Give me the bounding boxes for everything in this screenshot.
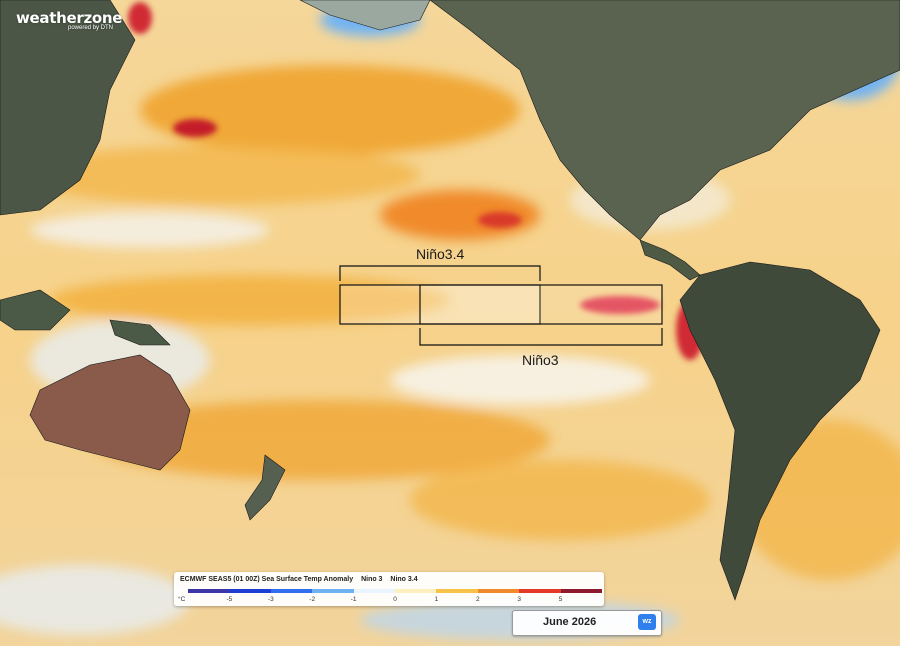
legend-tick-label: 1 (434, 596, 439, 603)
nino3-box (419, 284, 663, 325)
color-scale-segment (270, 589, 313, 593)
legend-tick-label: 0 (393, 596, 397, 603)
legend-tick-label: 5 (558, 596, 563, 603)
color-scale-segment (477, 589, 520, 593)
nino34-label: Niño3.4 (416, 246, 465, 262)
wz-badge-icon: wz (638, 614, 656, 630)
color-scale-bar (188, 589, 603, 593)
legend-panel: ECMWF SEAS5 (01 00Z) Sea Surface Temp An… (174, 572, 604, 606)
legend-header: ECMWF SEAS5 (01 00Z) Sea Surface Temp An… (180, 576, 424, 583)
legend-tick-label: 2 (475, 596, 480, 603)
legend-tick-label: -2 (309, 596, 316, 603)
color-scale-segment (519, 589, 561, 593)
brand-name: weatherzone (16, 9, 123, 27)
legend-toggle-nino3[interactable]: Nino 3 (361, 576, 383, 583)
color-scale-segment (436, 589, 478, 593)
legend-title: ECMWF SEAS5 (01 00Z) Sea Surface Temp An… (180, 576, 354, 583)
color-scale-segment (353, 589, 396, 593)
legend-tick-label: 3 (517, 596, 521, 603)
nino3-bracket (419, 328, 663, 346)
brand-tagline: powered by DTN (68, 25, 114, 31)
alaska-landmass (299, 0, 431, 31)
landmasses (0, 0, 900, 601)
south-america-landmass (679, 261, 881, 601)
color-scale-segment (188, 589, 230, 593)
legend-tick-label: -1 (350, 596, 357, 603)
nino-region-boxes (339, 265, 663, 346)
legend-tick-label: -5 (226, 596, 233, 603)
nino34-box (339, 284, 541, 325)
color-scale-segment (395, 589, 437, 593)
legend-unit: °C (178, 596, 186, 603)
central-america-landmass (639, 239, 701, 281)
color-scale-segment (560, 589, 603, 593)
indonesia-landmass (0, 289, 71, 331)
australia-landmass (29, 354, 191, 471)
asia-landmass (0, 0, 136, 216)
legend-tick-label: -3 (267, 596, 274, 603)
color-scale-segment (229, 589, 271, 593)
nino3-label: Niño3 (522, 352, 559, 368)
nino34-bracket (339, 265, 541, 281)
new-zealand-landmass (244, 454, 286, 521)
forecast-month: June 2026 (543, 616, 597, 628)
legend-toggle-nino34[interactable]: Nino 3.4 (390, 576, 418, 583)
north-america-landmass (429, 0, 900, 241)
forecast-date-selector[interactable]: June 2026 wz (512, 610, 662, 636)
new-guinea-landmass (109, 319, 171, 346)
color-scale-segment (312, 589, 354, 593)
weatherzone-logo: weatherzone powered by DTN (16, 9, 122, 31)
